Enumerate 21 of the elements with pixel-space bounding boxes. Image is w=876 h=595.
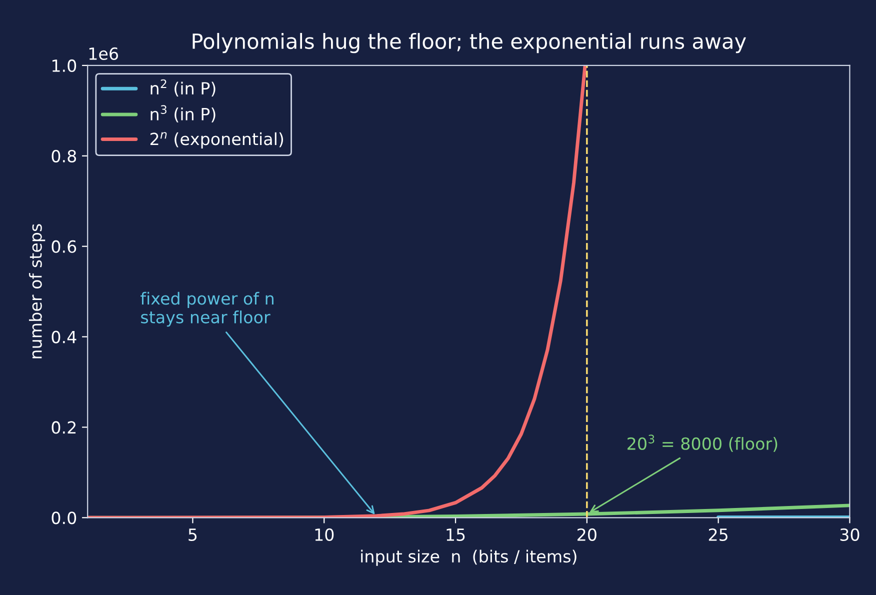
- annotation: fixed power of n stays near floor: [140, 292, 274, 327]
- legend-label: n$^{2}$ (in P): [150, 79, 216, 97]
- y-tick-label: 1.0: [52, 59, 76, 72]
- x-tick-label: 20: [578, 528, 596, 541]
- annotation: 20$^{3}$ = 8000 (floor): [628, 434, 778, 452]
- x-tick-label: 30: [840, 528, 860, 541]
- y-tick-label: 0.2: [52, 421, 76, 434]
- x-axis-title: input size n (bits / items): [361, 550, 576, 566]
- y-tick-label: 0.0: [52, 512, 76, 524]
- y-tick-label: 0.4: [52, 330, 76, 344]
- y-axis-title: number of steps: [28, 224, 46, 358]
- x-tick-label: 25: [708, 528, 728, 541]
- y-tick-label: 0.8: [52, 150, 76, 162]
- x-tick-label: 15: [446, 528, 465, 541]
- legend-label: n$^{3}$ (in P): [150, 105, 216, 122]
- x-tick-label: 10: [315, 528, 334, 541]
- x-tick-label: 5: [188, 528, 197, 541]
- legend-label: 2$^{n}$ (exponential): [150, 132, 284, 148]
- y-tick-label: 0.6: [52, 240, 76, 253]
- chart-title: Polynomials hug the floor; the exponential runs away: [192, 32, 746, 54]
- text: 1e6: [89, 47, 118, 60]
